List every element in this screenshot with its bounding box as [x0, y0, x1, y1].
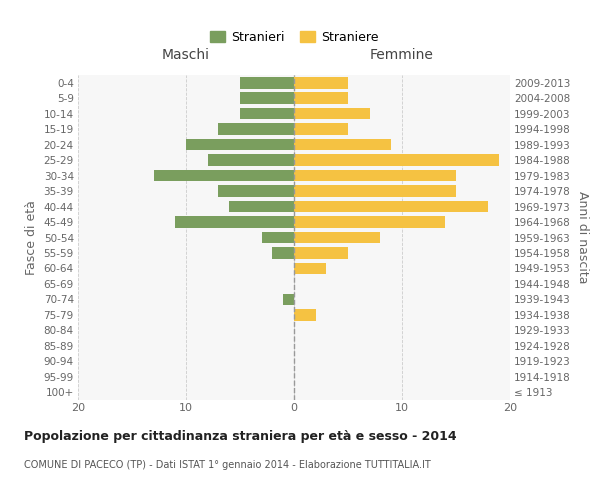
Bar: [218, 124, 294, 135]
Bar: [294, 309, 316, 320]
Bar: [294, 108, 370, 120]
Text: COMUNE DI PACECO (TP) - Dati ISTAT 1° gennaio 2014 - Elaborazione TUTTITALIA.IT: COMUNE DI PACECO (TP) - Dati ISTAT 1° ge…: [24, 460, 431, 470]
Bar: [294, 154, 499, 166]
Bar: [294, 262, 326, 274]
Bar: [229, 200, 294, 212]
Bar: [175, 216, 294, 228]
Bar: [294, 124, 348, 135]
Bar: [294, 232, 380, 243]
Y-axis label: Anni di nascita: Anni di nascita: [577, 191, 589, 284]
Bar: [240, 108, 294, 120]
Bar: [294, 216, 445, 228]
Text: Popolazione per cittadinanza straniera per età e sesso - 2014: Popolazione per cittadinanza straniera p…: [24, 430, 457, 443]
Legend: Stranieri, Straniere: Stranieri, Straniere: [205, 26, 383, 49]
Bar: [294, 247, 348, 259]
Y-axis label: Fasce di età: Fasce di età: [25, 200, 38, 275]
Bar: [240, 92, 294, 104]
Bar: [294, 77, 348, 88]
Bar: [218, 186, 294, 197]
Bar: [262, 232, 294, 243]
Bar: [186, 139, 294, 150]
Bar: [283, 294, 294, 305]
Bar: [208, 154, 294, 166]
Bar: [154, 170, 294, 181]
Text: Maschi: Maschi: [162, 48, 210, 62]
Text: Femmine: Femmine: [370, 48, 434, 62]
Bar: [294, 139, 391, 150]
Bar: [294, 170, 456, 181]
Bar: [272, 247, 294, 259]
Bar: [294, 200, 488, 212]
Bar: [240, 77, 294, 88]
Bar: [294, 186, 456, 197]
Bar: [294, 92, 348, 104]
